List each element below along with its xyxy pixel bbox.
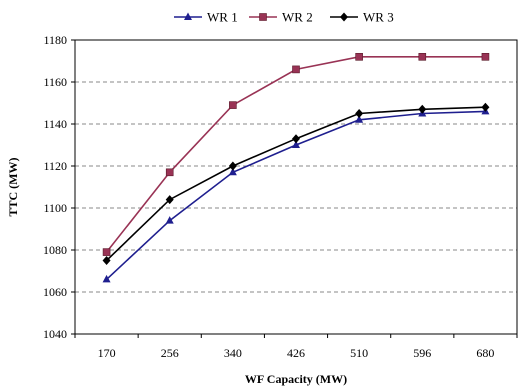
legend-marker-wr-2 xyxy=(259,13,267,21)
legend-label-wr-1: WR 1 xyxy=(207,10,238,25)
data-point-wr-2 xyxy=(292,65,300,74)
data-point-wr-2 xyxy=(418,52,427,61)
y-axis-title: TTC (MW) xyxy=(6,158,20,217)
data-point-wr-1 xyxy=(355,115,364,123)
data-point-wr-1 xyxy=(292,140,300,148)
data-point-wr-2 xyxy=(165,168,174,177)
data-point-wr-3 xyxy=(355,109,364,118)
y-tick-label: 1120 xyxy=(43,159,67,173)
data-point-wr-2 xyxy=(229,101,237,109)
y-tick-label: 1040 xyxy=(43,327,67,341)
data-point-wr-3 xyxy=(165,195,174,205)
legend-label-wr-2: WR 2 xyxy=(282,10,313,25)
series-line-wr-3 xyxy=(106,106,486,262)
x-tick-label: 596 xyxy=(413,346,431,360)
plot-area-border xyxy=(74,39,518,335)
y-tick-label: 1100 xyxy=(43,201,67,215)
data-point-wr-3 xyxy=(418,104,427,114)
legend-marker-wr-1 xyxy=(184,12,192,20)
y-tick-label: 1140 xyxy=(43,117,67,131)
legend-marker-wr-3 xyxy=(340,12,348,22)
y-tick-label: 1180 xyxy=(43,33,67,47)
data-point-wr-2 xyxy=(355,52,363,61)
data-point-wr-3 xyxy=(102,256,111,265)
legend: WR 1 WR 2 WR 3 xyxy=(174,10,394,25)
x-tick-label: 170 xyxy=(98,346,116,360)
legend-label-wr-3: WR 3 xyxy=(363,10,394,25)
y-axis-ticks: 1040 1060 1080 1100 1120 1140 1160 1180 xyxy=(43,33,75,341)
x-tick-label: 426 xyxy=(287,346,305,360)
series-line-wr-2 xyxy=(105,55,486,253)
data-point-wr-3 xyxy=(292,134,300,144)
data-point-wr-3 xyxy=(481,102,490,112)
data-point-wr-1 xyxy=(228,167,237,176)
y-tick-label: 1160 xyxy=(43,75,67,89)
x-tick-label: 340 xyxy=(224,346,242,360)
y-tick-label: 1080 xyxy=(43,243,67,257)
x-axis-title: WF Capacity (MW) xyxy=(245,372,347,386)
data-point-wr-1 xyxy=(102,274,111,283)
data-point-wr-2 xyxy=(102,248,111,256)
x-tick-label: 256 xyxy=(161,346,179,360)
x-tick-label: 510 xyxy=(350,346,368,360)
series-group xyxy=(102,52,490,283)
data-point-wr-3 xyxy=(228,161,237,171)
grid-lines xyxy=(75,81,517,293)
x-axis-ticks: 170 256 340 426 510 596 680 xyxy=(74,334,518,360)
y-tick-label: 1060 xyxy=(43,285,67,299)
data-point-wr-1 xyxy=(165,216,174,224)
data-point-wr-2 xyxy=(481,52,490,61)
x-tick-label: 680 xyxy=(476,346,494,360)
